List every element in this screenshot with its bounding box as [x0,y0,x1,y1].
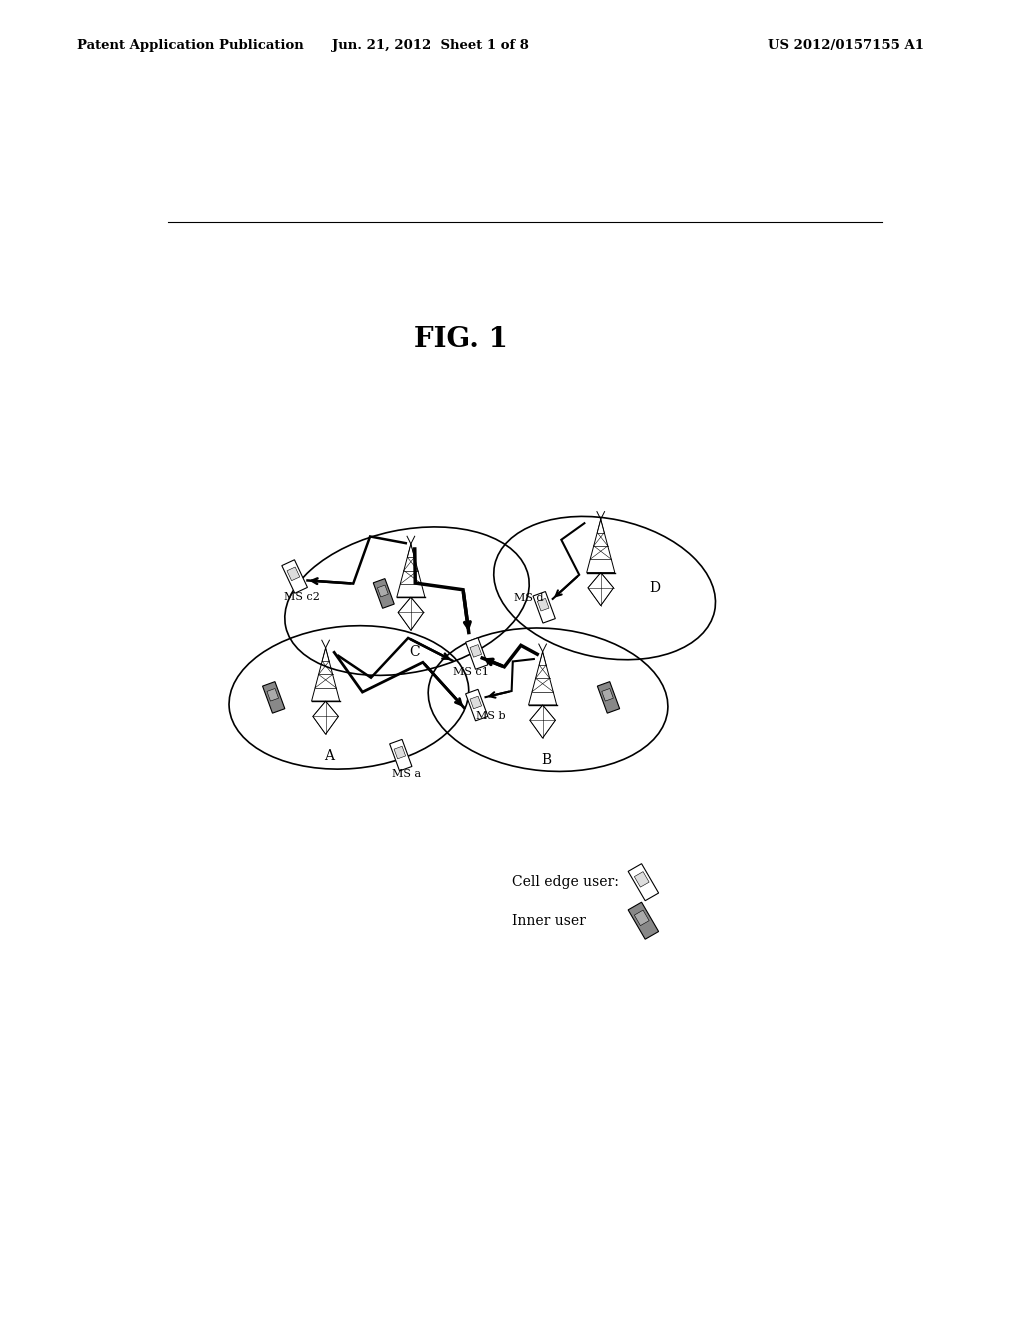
Text: Cell edge user:: Cell edge user: [512,875,618,890]
Text: MS c2: MS c2 [285,591,321,602]
Polygon shape [466,689,487,721]
Polygon shape [287,568,300,581]
Polygon shape [394,746,406,759]
Polygon shape [267,689,279,701]
Text: FIG. 1: FIG. 1 [415,326,508,352]
Text: US 2012/0157155 A1: US 2012/0157155 A1 [768,38,924,51]
Polygon shape [597,681,620,713]
Polygon shape [390,739,412,771]
Text: MS c1: MS c1 [453,667,488,677]
Polygon shape [470,644,481,657]
Text: Jun. 21, 2012  Sheet 1 of 8: Jun. 21, 2012 Sheet 1 of 8 [332,38,528,51]
Polygon shape [628,902,658,940]
Text: C: C [410,645,420,659]
Polygon shape [282,560,307,593]
Polygon shape [470,696,481,709]
Polygon shape [534,591,555,623]
Polygon shape [538,598,549,611]
Polygon shape [262,681,285,713]
Text: Patent Application Publication: Patent Application Publication [77,38,303,51]
Polygon shape [466,638,487,669]
Polygon shape [634,909,649,925]
Text: A: A [325,748,335,763]
Text: MS b: MS b [476,711,506,721]
Text: Inner user: Inner user [512,913,586,928]
Polygon shape [628,863,658,900]
Text: MS a: MS a [392,768,422,779]
Polygon shape [378,585,388,597]
Text: B: B [542,752,552,767]
Polygon shape [634,871,649,887]
Text: D: D [649,581,660,595]
Polygon shape [374,578,394,609]
Text: MS d: MS d [514,593,544,603]
Polygon shape [602,689,613,701]
